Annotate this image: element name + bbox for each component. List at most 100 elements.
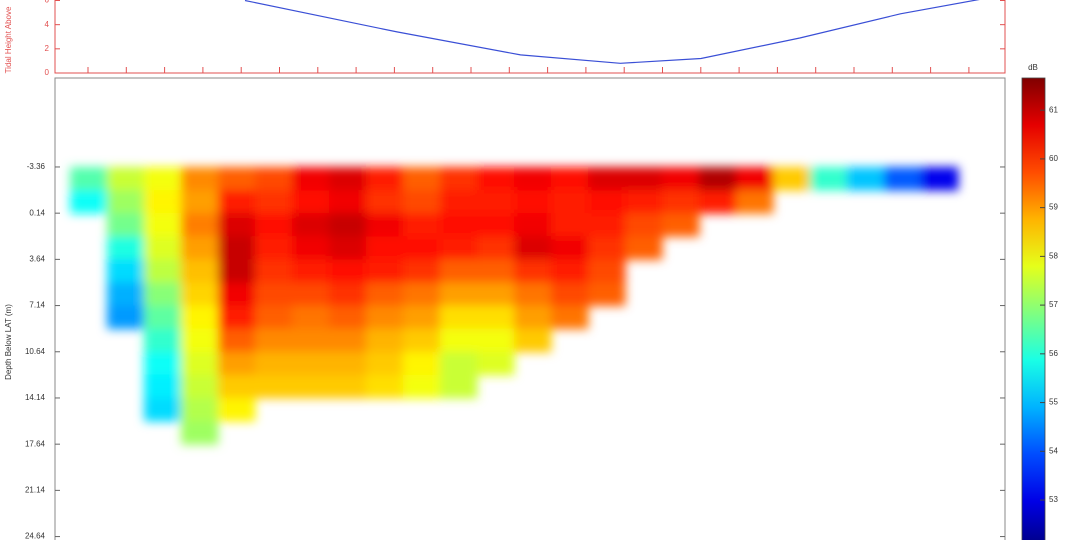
tide-line [244,0,980,64]
cell [403,213,441,237]
cell [181,190,219,214]
cell [181,259,219,283]
colorbar-tick-label: 57 [1049,300,1058,309]
cell [477,259,515,283]
cell [107,213,145,237]
tide-y-label: Tidal Height Above [4,6,13,73]
cell [403,374,441,399]
cell [588,259,626,283]
cell [144,166,182,191]
cell [921,166,959,191]
cell [107,236,145,260]
cell [810,166,848,191]
cell [292,213,330,237]
cell [181,351,219,376]
cell [588,190,626,214]
cell [144,213,182,237]
heatmap [70,166,959,445]
y-tick-label: 6 [45,0,50,5]
cell [255,282,293,307]
cell [255,236,293,260]
cell [366,282,404,307]
colorbar-tick-label: 59 [1049,203,1058,212]
cell [218,236,256,260]
cell [403,259,441,283]
cell [403,351,441,376]
cell [255,351,293,376]
cell [551,236,589,260]
cell [477,351,515,376]
cell [292,351,330,376]
cell [255,213,293,237]
cell [107,190,145,214]
cell [218,397,256,422]
cell [255,190,293,214]
cell [477,328,515,353]
cell [255,374,293,399]
cell [181,213,219,237]
cell [403,305,441,330]
cell [255,166,293,191]
cell [366,305,404,330]
y-tick-label: 3.64 [29,254,45,263]
cell [181,374,219,399]
cell [440,213,478,237]
cell [292,166,330,191]
cell [403,282,441,307]
cell [70,190,108,214]
colorbar-tick-label: 61 [1049,105,1058,114]
cell [588,166,626,191]
cell [218,166,256,191]
cell [514,190,552,214]
cell [662,190,700,214]
cell [514,305,552,330]
cell [477,236,515,260]
cell [329,259,367,283]
cell [181,421,219,445]
cell [625,190,663,214]
cell [107,305,145,330]
cell [477,190,515,214]
cell [477,282,515,307]
cell [366,374,404,399]
colorbar-tick-label: 60 [1049,154,1058,163]
cell [551,305,589,330]
cell [366,236,404,260]
cell [403,166,441,191]
cell [292,305,330,330]
cell [181,397,219,422]
cell [440,328,478,353]
cell [107,166,145,191]
y-tick-label: 21.14 [25,485,46,494]
cell [144,259,182,283]
cell [440,374,478,399]
y-tick-label: 10.64 [25,347,46,356]
cell [144,305,182,330]
cell [699,190,737,214]
y-tick-label: 2 [45,44,50,53]
cell [329,328,367,353]
colorbar-tick-label: 54 [1049,446,1058,455]
cell [699,166,737,191]
cell [292,259,330,283]
cell [181,328,219,353]
cell [477,305,515,330]
cell [329,351,367,376]
cell [292,328,330,353]
y-tick-label: 0.14 [29,208,45,217]
cell [440,236,478,260]
cell [514,166,552,191]
cell [440,259,478,283]
cell [292,374,330,399]
cell [218,282,256,307]
cell [440,190,478,214]
colorbar-label: dB [1028,63,1038,72]
cell [144,236,182,260]
cell [477,213,515,237]
cell [181,305,219,330]
cell [218,351,256,376]
cell [403,236,441,260]
colorbar-tick-label: 55 [1049,398,1058,407]
cell [218,213,256,237]
